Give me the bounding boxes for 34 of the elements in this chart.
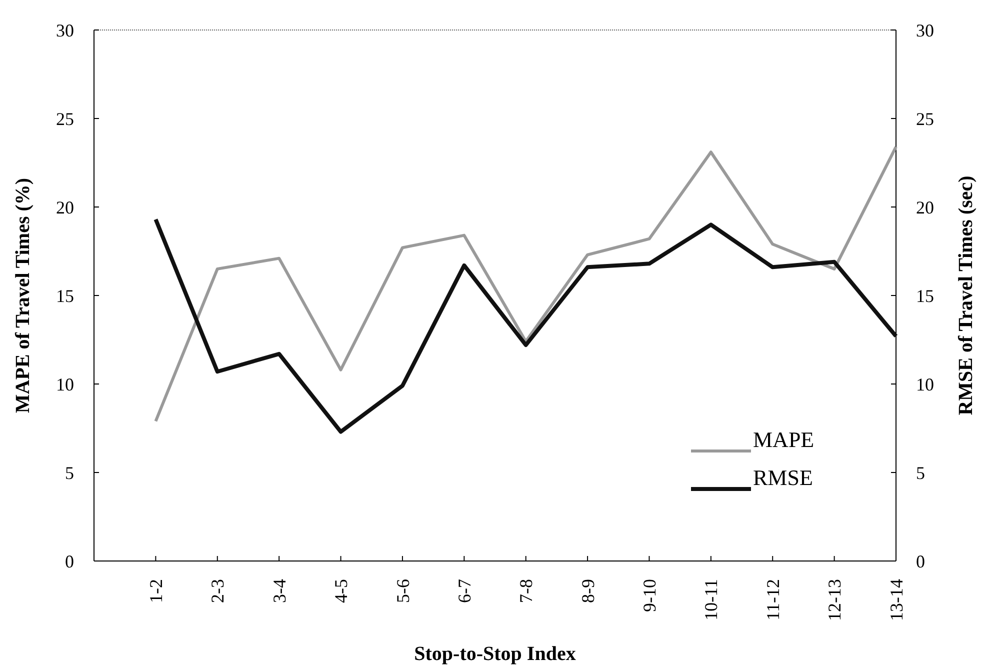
y2-tick-label: 15 [916, 286, 934, 306]
x-tick-label: 3-4 [269, 579, 290, 603]
x-tick-label: 4-5 [331, 579, 352, 603]
y-tick-label: 15 [56, 286, 74, 306]
x-tick-label: 10-11 [701, 579, 722, 620]
y2-tick-label: 0 [916, 551, 925, 572]
line-series [154, 145, 898, 423]
y-tick-label: 20 [56, 197, 74, 218]
y-tick-label: 5 [65, 462, 74, 483]
legend-label: MAPE [753, 427, 814, 452]
x-tick-label: 1-2 [146, 579, 166, 603]
y2-tick-label: 5 [916, 462, 925, 483]
x-tick-label: 7-8 [516, 579, 536, 603]
y-tick-label: 25 [56, 108, 74, 129]
x-tick-label: 11-12 [762, 579, 783, 620]
y2-tick-label: 25 [916, 108, 934, 129]
x-tick-label: 5-6 [392, 579, 413, 603]
x-tick-label: 12-13 [824, 579, 845, 621]
y-axis-title: MAPE of Travel Times (%) [12, 178, 34, 414]
x-tick-label: 2-3 [208, 579, 228, 603]
y2-axis-title: RMSE of Travel Times (sec) [955, 176, 977, 416]
y2-tick-label: 30 [916, 20, 934, 40]
x-tick-label: 6-7 [454, 579, 474, 603]
legend-label: RMSE [753, 465, 813, 490]
y-tick-label: 30 [56, 20, 74, 40]
y-tick-label: 0 [65, 551, 74, 572]
x-tick-label: 8-9 [578, 579, 598, 603]
y-tick-label: 10 [56, 374, 74, 394]
y2-tick-label: 20 [916, 197, 934, 218]
y2-tick-label: 10 [916, 374, 934, 394]
x-tick-label: 13-14 [886, 579, 906, 621]
line-series [154, 217, 898, 434]
x-tick-label: 9-10 [640, 579, 660, 612]
x-axis-title: Stop-to-Stop Index [414, 643, 576, 665]
